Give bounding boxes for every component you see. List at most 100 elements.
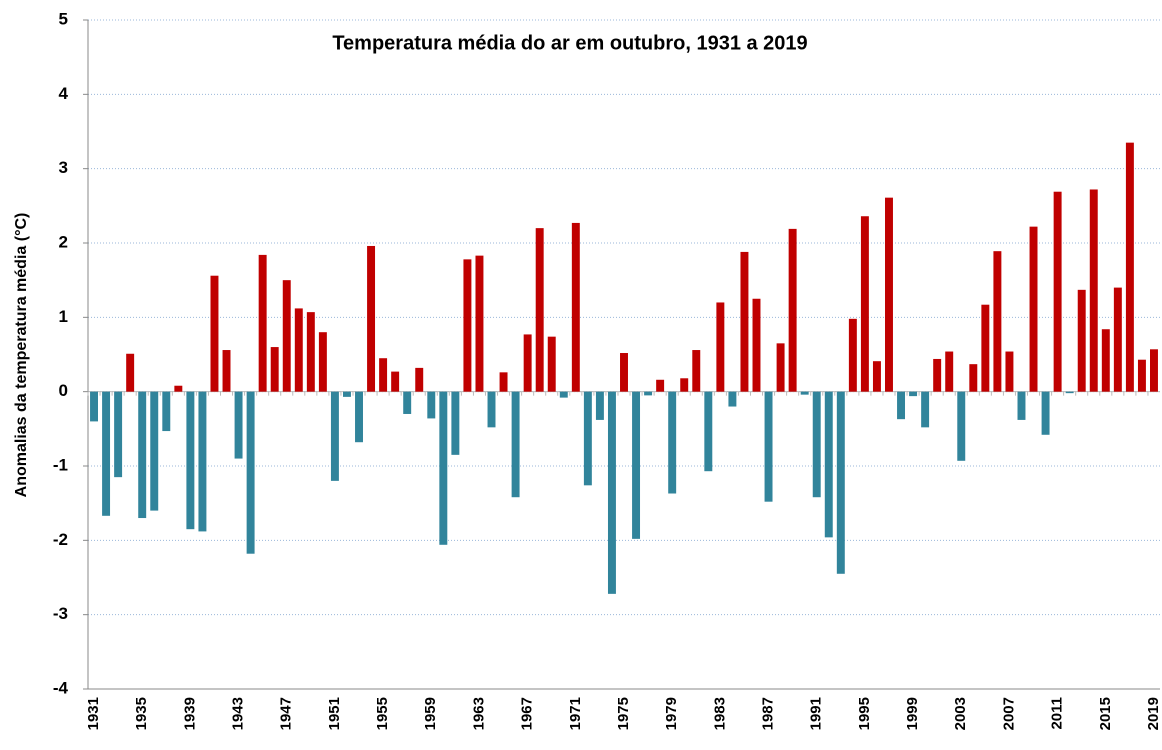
y-tick-label: -2 bbox=[53, 530, 68, 549]
bar bbox=[294, 308, 303, 392]
bar bbox=[728, 391, 737, 407]
bar bbox=[355, 391, 363, 443]
bar bbox=[1005, 351, 1014, 392]
bar bbox=[620, 353, 628, 392]
bar bbox=[921, 391, 930, 428]
bar bbox=[174, 385, 183, 392]
bar bbox=[186, 391, 195, 530]
bar bbox=[764, 391, 773, 502]
bar bbox=[234, 391, 243, 459]
x-tick-label: 2015 bbox=[1097, 697, 1114, 730]
x-tick-label: 1947 bbox=[278, 697, 295, 730]
x-tick-label: 1935 bbox=[133, 697, 150, 730]
bar bbox=[222, 350, 231, 392]
x-tick-label: 1959 bbox=[422, 697, 439, 730]
bar bbox=[258, 254, 267, 392]
bar bbox=[90, 391, 98, 422]
bar bbox=[463, 259, 472, 392]
bar bbox=[885, 197, 893, 392]
x-tick-label: 1975 bbox=[615, 697, 632, 730]
bar bbox=[716, 302, 725, 392]
bar bbox=[680, 378, 689, 392]
x-tick-label: 1963 bbox=[470, 697, 487, 730]
x-tick-label: 2019 bbox=[1145, 697, 1162, 730]
bar bbox=[138, 391, 147, 519]
bar bbox=[1113, 287, 1122, 392]
bar bbox=[1150, 349, 1158, 392]
bar bbox=[379, 358, 388, 392]
bar bbox=[270, 347, 279, 392]
bar bbox=[318, 332, 327, 392]
x-tick-label: 1939 bbox=[181, 697, 198, 730]
bar bbox=[644, 391, 653, 396]
x-tick-label: 1991 bbox=[808, 697, 825, 730]
bar bbox=[1125, 142, 1134, 392]
bar bbox=[595, 391, 604, 420]
bar bbox=[427, 391, 436, 419]
x-tick-label: 1943 bbox=[230, 697, 247, 730]
bar bbox=[824, 391, 833, 538]
bar bbox=[1077, 289, 1086, 392]
bar bbox=[499, 372, 508, 392]
y-tick-label: 1 bbox=[59, 307, 68, 326]
bar bbox=[415, 367, 424, 392]
bar bbox=[523, 334, 532, 392]
bar bbox=[1053, 191, 1062, 392]
x-tick-label: 1951 bbox=[326, 697, 343, 730]
x-tick-label: 1987 bbox=[760, 697, 777, 730]
y-tick-label: -4 bbox=[53, 678, 69, 697]
bar bbox=[306, 312, 315, 392]
bar bbox=[475, 255, 484, 392]
x-tick-label: 1931 bbox=[85, 697, 102, 730]
bar bbox=[511, 391, 520, 498]
bar bbox=[812, 391, 821, 498]
bar bbox=[1101, 329, 1110, 392]
bar bbox=[583, 391, 592, 486]
bar bbox=[367, 245, 376, 392]
bar bbox=[776, 343, 785, 392]
bar bbox=[1029, 226, 1038, 392]
bar bbox=[150, 391, 159, 511]
bar bbox=[692, 350, 701, 392]
bar bbox=[571, 222, 580, 392]
y-tick-label: 3 bbox=[59, 158, 68, 177]
bar bbox=[102, 391, 111, 516]
bar bbox=[1089, 189, 1098, 392]
x-tick-label: 2007 bbox=[1000, 697, 1017, 730]
y-tick-label: 2 bbox=[59, 232, 68, 251]
x-tick-label: 1967 bbox=[519, 697, 536, 730]
bar bbox=[740, 251, 749, 392]
bar bbox=[969, 364, 978, 392]
bar bbox=[632, 391, 641, 539]
bar bbox=[656, 379, 665, 392]
bar bbox=[246, 391, 255, 554]
y-tick-label: -1 bbox=[53, 455, 68, 474]
bar bbox=[114, 391, 123, 478]
y-tick-label: 0 bbox=[59, 381, 68, 400]
bar bbox=[752, 298, 761, 392]
x-tick-label: 2003 bbox=[952, 697, 969, 730]
bar bbox=[800, 391, 809, 395]
x-tick-label: 1971 bbox=[567, 697, 584, 730]
x-tick-label: 1979 bbox=[663, 697, 680, 730]
bar bbox=[282, 280, 291, 392]
bar bbox=[547, 336, 556, 392]
bar bbox=[1065, 391, 1074, 394]
x-tick-label: 1995 bbox=[856, 697, 873, 730]
bar bbox=[945, 351, 954, 392]
y-axis-label: Anomalias da temperatura média (°C) bbox=[13, 213, 30, 498]
bar bbox=[342, 391, 351, 397]
y-tick-label: 5 bbox=[59, 9, 68, 28]
x-tick-label: 1983 bbox=[711, 697, 728, 730]
bar bbox=[439, 391, 448, 545]
bar bbox=[451, 391, 460, 455]
bar bbox=[836, 391, 845, 574]
bar bbox=[162, 391, 171, 432]
bar bbox=[487, 391, 496, 428]
y-tick-label: -3 bbox=[53, 604, 68, 623]
bar bbox=[330, 391, 339, 481]
y-tick-label: 4 bbox=[59, 84, 69, 103]
chart-title: Temperatura média do ar em outubro, 1931… bbox=[332, 32, 807, 54]
bar bbox=[993, 251, 1002, 392]
bar bbox=[198, 391, 207, 532]
